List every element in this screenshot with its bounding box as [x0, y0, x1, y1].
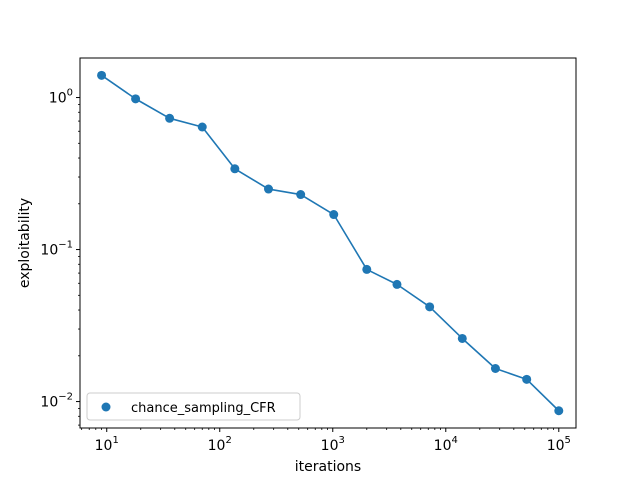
data-point	[97, 70, 107, 80]
x-axis-label: iterations	[295, 459, 361, 475]
x-tick-label: 105	[547, 435, 571, 454]
data-point	[425, 302, 435, 312]
data-point	[165, 113, 175, 123]
y-tick-label: 100	[49, 88, 73, 107]
data-point	[296, 190, 306, 200]
legend-marker	[101, 402, 111, 412]
x-axis-ticks: 101 102 103 104 105	[81, 428, 571, 454]
data-point	[197, 122, 207, 132]
data-point	[362, 264, 372, 274]
data-point	[457, 333, 467, 343]
x-tick-label: 102	[208, 435, 232, 454]
y-tick-label: 10−1	[40, 240, 73, 259]
data-point	[554, 406, 564, 416]
data-point	[490, 364, 500, 374]
y-axis-ticks: 100 10−1 10−2	[40, 88, 80, 426]
x-tick-label: 103	[321, 435, 345, 454]
data-point	[131, 94, 141, 104]
series-layer	[97, 70, 564, 416]
data-point	[263, 184, 273, 194]
legend: chance_sampling_CFR	[86, 392, 301, 421]
plot-frame	[79, 57, 577, 429]
legend-label: chance_sampling_CFR	[131, 401, 276, 416]
data-point	[329, 210, 339, 220]
y-axis-label: exploitability	[17, 198, 33, 288]
data-point	[522, 374, 532, 384]
x-tick-label: 104	[434, 435, 458, 454]
legend-box	[86, 392, 301, 421]
y-tick-label: 10−2	[40, 392, 73, 411]
data-point	[392, 279, 402, 289]
data-point	[230, 164, 240, 174]
x-tick-label: 101	[95, 435, 119, 454]
